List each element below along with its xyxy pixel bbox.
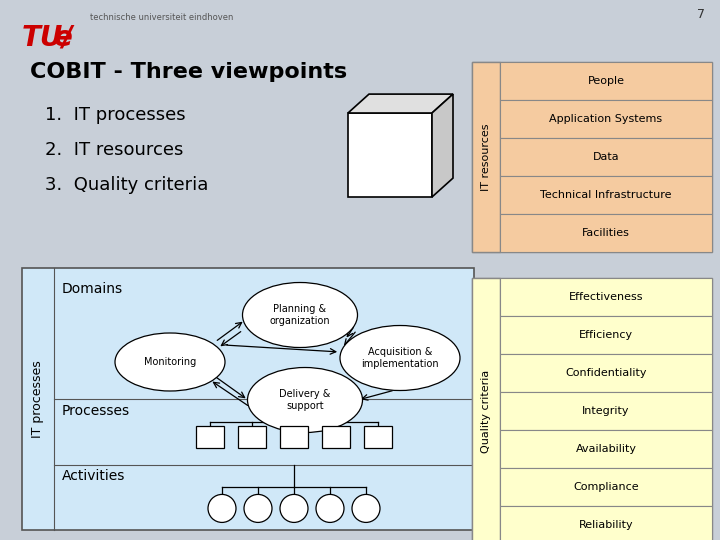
- Bar: [500, 176, 712, 214]
- Bar: [500, 468, 712, 506]
- Text: Data: Data: [593, 152, 619, 162]
- Text: Activities: Activities: [62, 469, 125, 483]
- Text: 3.  Quality criteria: 3. Quality criteria: [45, 176, 208, 194]
- Bar: [500, 316, 712, 354]
- Text: IT resources: IT resources: [481, 123, 491, 191]
- Text: Reliability: Reliability: [579, 520, 634, 530]
- Text: technische universiteit eindhoven: technische universiteit eindhoven: [90, 14, 233, 23]
- Bar: [500, 214, 712, 252]
- Text: 1.  IT processes: 1. IT processes: [45, 106, 186, 124]
- Text: Compliance: Compliance: [573, 482, 639, 492]
- Bar: [500, 430, 712, 468]
- Text: Availability: Availability: [575, 444, 636, 454]
- Text: Processes: Processes: [62, 404, 130, 418]
- Ellipse shape: [248, 368, 362, 433]
- Polygon shape: [348, 94, 453, 113]
- Ellipse shape: [115, 333, 225, 391]
- Bar: [500, 138, 712, 176]
- Text: IT processes: IT processes: [32, 360, 45, 438]
- Polygon shape: [348, 113, 432, 197]
- Bar: [500, 100, 712, 138]
- Bar: [500, 62, 712, 100]
- Text: Domains: Domains: [62, 282, 123, 296]
- Text: People: People: [588, 76, 624, 86]
- Ellipse shape: [340, 326, 460, 390]
- Text: Delivery &
support: Delivery & support: [279, 389, 330, 411]
- Bar: [196, 426, 224, 448]
- Bar: [322, 426, 350, 448]
- Bar: [500, 392, 712, 430]
- Polygon shape: [432, 94, 453, 197]
- Bar: [238, 426, 266, 448]
- Text: 2.  IT resources: 2. IT resources: [45, 141, 184, 159]
- Text: Application Systems: Application Systems: [549, 114, 662, 124]
- Bar: [472, 62, 500, 252]
- Bar: [500, 278, 712, 316]
- Bar: [500, 354, 712, 392]
- Text: e: e: [54, 24, 73, 52]
- Bar: [472, 62, 712, 252]
- Circle shape: [280, 495, 308, 522]
- Circle shape: [352, 495, 380, 522]
- Text: Quality criteria: Quality criteria: [481, 369, 491, 453]
- Text: Technical Infrastructure: Technical Infrastructure: [540, 190, 672, 200]
- Text: Confidentiality: Confidentiality: [565, 368, 647, 378]
- Text: Planning &
organization: Planning & organization: [270, 304, 330, 326]
- Bar: [22, 268, 474, 530]
- Text: Efficiency: Efficiency: [579, 330, 633, 340]
- Bar: [280, 426, 308, 448]
- Text: TU/: TU/: [22, 24, 73, 52]
- Text: COBIT - Three viewpoints: COBIT - Three viewpoints: [30, 62, 347, 82]
- Bar: [472, 278, 712, 540]
- Text: Acquisition &
implementation: Acquisition & implementation: [361, 347, 438, 369]
- Circle shape: [316, 495, 344, 522]
- Circle shape: [208, 495, 236, 522]
- Bar: [500, 506, 712, 540]
- Text: Effectiveness: Effectiveness: [569, 292, 643, 302]
- Circle shape: [244, 495, 272, 522]
- Ellipse shape: [243, 282, 358, 348]
- Text: Monitoring: Monitoring: [144, 357, 196, 367]
- Text: 7: 7: [697, 9, 705, 22]
- Text: Integrity: Integrity: [582, 406, 630, 416]
- Text: Facilities: Facilities: [582, 228, 630, 238]
- Bar: [472, 278, 500, 540]
- Bar: [364, 426, 392, 448]
